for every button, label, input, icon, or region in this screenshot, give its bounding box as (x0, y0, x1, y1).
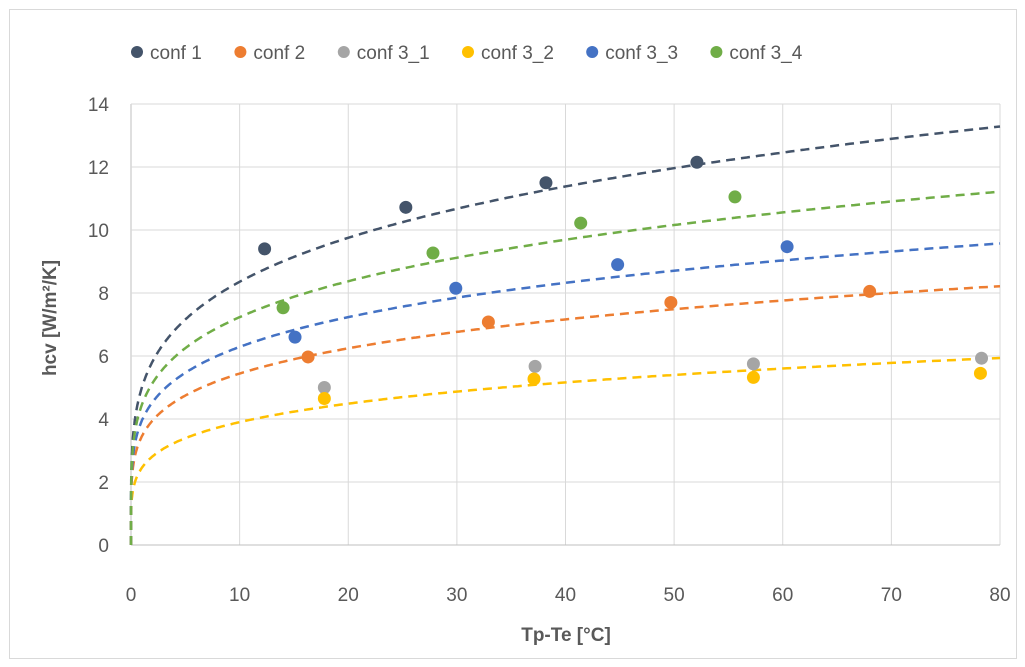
trendline-conf-2 (129, 284, 1001, 545)
y-tick-label: 2 (98, 473, 109, 494)
data-point-conf-3_4 (276, 301, 290, 315)
data-point-conf-3_3 (780, 240, 794, 254)
data-point-conf-3_1 (746, 357, 760, 371)
x-tick-label: 20 (338, 585, 359, 606)
legend-label: conf 3_4 (729, 43, 802, 64)
x-tick-label: 80 (989, 585, 1010, 606)
data-point-conf-3_4 (574, 216, 588, 230)
legend-marker (710, 46, 723, 58)
legend-marker (586, 46, 599, 58)
gridlines (130, 103, 1001, 546)
chart-frame (9, 9, 1017, 659)
x-axis-title: Tp-Te [°C] (521, 625, 611, 646)
data-point-conf-1 (690, 155, 704, 169)
x-tick-label: 50 (664, 585, 685, 606)
x-tick-label: 10 (229, 585, 250, 606)
trendline-conf-3_2 (129, 356, 1001, 545)
legend-marker (131, 46, 143, 58)
data-point-conf-3_2 (746, 370, 760, 384)
legend-label: conf 3_1 (357, 43, 430, 64)
data-point-conf-1 (539, 176, 553, 190)
x-tick-label: 70 (881, 585, 902, 606)
data-point-conf-2 (863, 284, 877, 298)
data-point-conf-3_3 (611, 258, 625, 272)
legend-label: conf 3_2 (481, 43, 554, 64)
legend-marker (462, 46, 474, 58)
legend-label: conf 2 (253, 43, 305, 64)
y-tick-label: 14 (88, 95, 110, 116)
y-axis-title: hcv [W/m²/K] (40, 260, 61, 376)
trendlines (129, 125, 1001, 545)
x-tick-label: 40 (555, 585, 576, 606)
y-tick-label: 12 (88, 158, 109, 179)
data-point-conf-3_1 (528, 359, 542, 373)
data-point-conf-3_3 (449, 281, 463, 295)
data-point-conf-3_1 (975, 351, 989, 365)
trendline-conf-3_3 (129, 242, 1001, 545)
data-point-conf-1 (258, 242, 272, 256)
x-tick-labels: 0 10 20 30 40 50 60 70 80 (126, 585, 1011, 606)
x-tick-label: 60 (772, 585, 793, 606)
data-point-conf-3_1 (317, 381, 331, 394)
y-tick-label: 8 (98, 284, 109, 305)
data-point-conf-2 (481, 315, 495, 329)
data-point-conf-2 (301, 350, 315, 364)
data-point-conf-3_2 (973, 366, 987, 380)
data-point-conf-3_3 (288, 330, 302, 344)
trendline-conf-3_4 (129, 190, 1001, 545)
legend-marker (337, 46, 350, 58)
y-tick-label: 4 (98, 410, 109, 431)
y-tick-labels: 0 2 4 6 8 10 12 14 (88, 95, 110, 557)
data-point-conf-2 (664, 295, 678, 309)
legend-label: conf 1 (150, 43, 202, 64)
legend-marker (234, 46, 247, 58)
trendline-conf-1 (129, 125, 1001, 545)
data-points (258, 155, 989, 406)
data-point-conf-3_2 (527, 372, 541, 386)
data-point-conf-1 (399, 200, 413, 214)
legend-label: conf 3_3 (605, 43, 678, 64)
data-point-conf-3_4 (728, 190, 742, 204)
data-point-conf-3_2 (317, 392, 331, 406)
data-point-conf-3_4 (426, 246, 440, 260)
y-tick-label: 6 (98, 347, 109, 368)
y-tick-label: 0 (98, 536, 109, 557)
x-tick-label: 30 (446, 585, 467, 606)
legend: conf 1 conf 2 conf 3_1 conf 3_2 conf 3_3 conf… (131, 43, 803, 64)
y-tick-label: 10 (88, 221, 109, 242)
x-tick-label: 0 (126, 585, 137, 606)
